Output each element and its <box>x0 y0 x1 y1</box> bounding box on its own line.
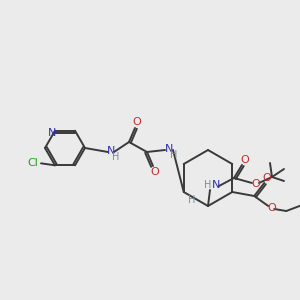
Text: N: N <box>212 180 220 190</box>
Text: H: H <box>188 195 195 205</box>
Text: Cl: Cl <box>28 158 38 168</box>
Text: O: O <box>268 203 277 213</box>
Text: N: N <box>107 146 115 156</box>
Text: O: O <box>263 173 272 183</box>
Text: H: H <box>204 180 212 190</box>
Text: N: N <box>165 144 173 154</box>
Text: O: O <box>241 155 249 165</box>
Text: O: O <box>133 117 141 127</box>
Text: H: H <box>170 150 178 160</box>
Text: O: O <box>151 167 159 177</box>
Text: N: N <box>48 128 56 138</box>
Text: O: O <box>252 179 260 189</box>
Text: H: H <box>112 152 120 162</box>
